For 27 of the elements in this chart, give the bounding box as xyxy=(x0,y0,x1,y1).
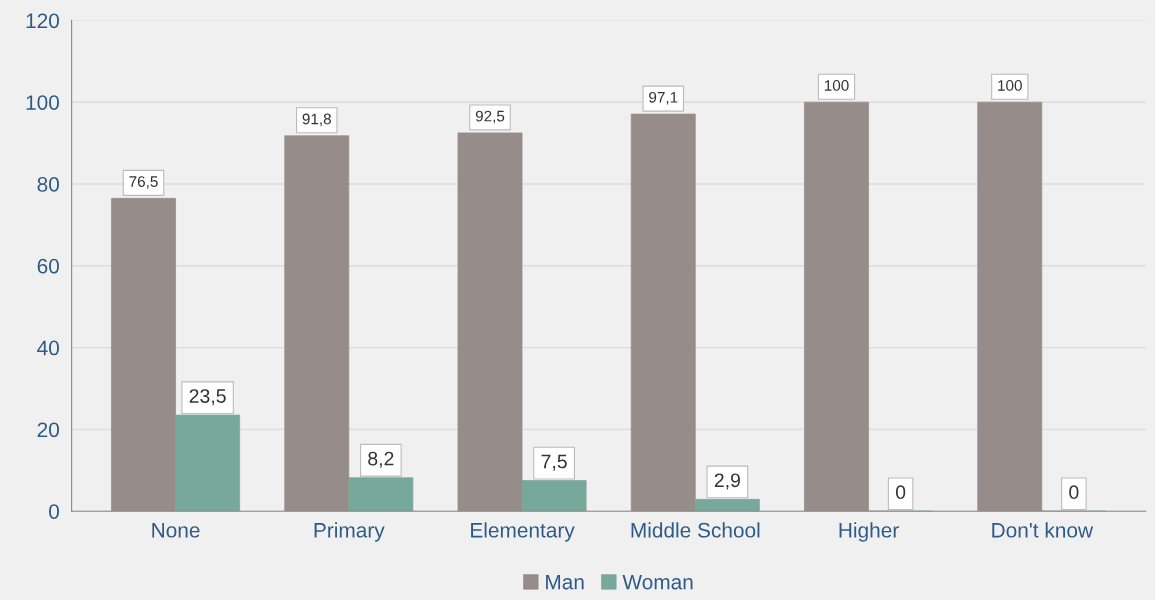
x-tick-label: Primary xyxy=(314,522,385,542)
data-label: 23,5 xyxy=(189,389,226,406)
data-label: 100 xyxy=(824,80,849,91)
y-tick-label: 120 xyxy=(26,13,59,29)
x-tick-label: Don't know xyxy=(992,522,1094,538)
y-tick-label: 100 xyxy=(26,95,59,110)
data-label: 92,5 xyxy=(475,110,505,124)
data-label: 76,5 xyxy=(129,176,158,189)
legend-label: Man xyxy=(546,574,584,590)
y-tick-label: 40 xyxy=(37,340,59,356)
data-label: 100 xyxy=(998,80,1022,91)
legend-label: Woman xyxy=(622,574,693,590)
y-tick-label: 80 xyxy=(37,177,59,192)
y-tick-label: 20 xyxy=(37,422,59,438)
x-tick-label: None xyxy=(152,523,200,538)
x-tick-label: Higher xyxy=(839,522,899,542)
x-tick-label: Elementary xyxy=(471,522,575,542)
x-tick-label: Middle School xyxy=(631,522,760,538)
data-label: 2,9 xyxy=(714,473,740,490)
data-label: 7,5 xyxy=(541,454,567,471)
data-label: 0 xyxy=(895,485,906,500)
data-label: 8,2 xyxy=(368,451,394,468)
y-tick-label: 0 xyxy=(49,504,59,519)
data-label: 91,8 xyxy=(302,113,331,127)
y-tick-label: 60 xyxy=(37,258,59,274)
data-label: 97,1 xyxy=(649,91,678,105)
data-label: 0 xyxy=(1069,485,1079,500)
